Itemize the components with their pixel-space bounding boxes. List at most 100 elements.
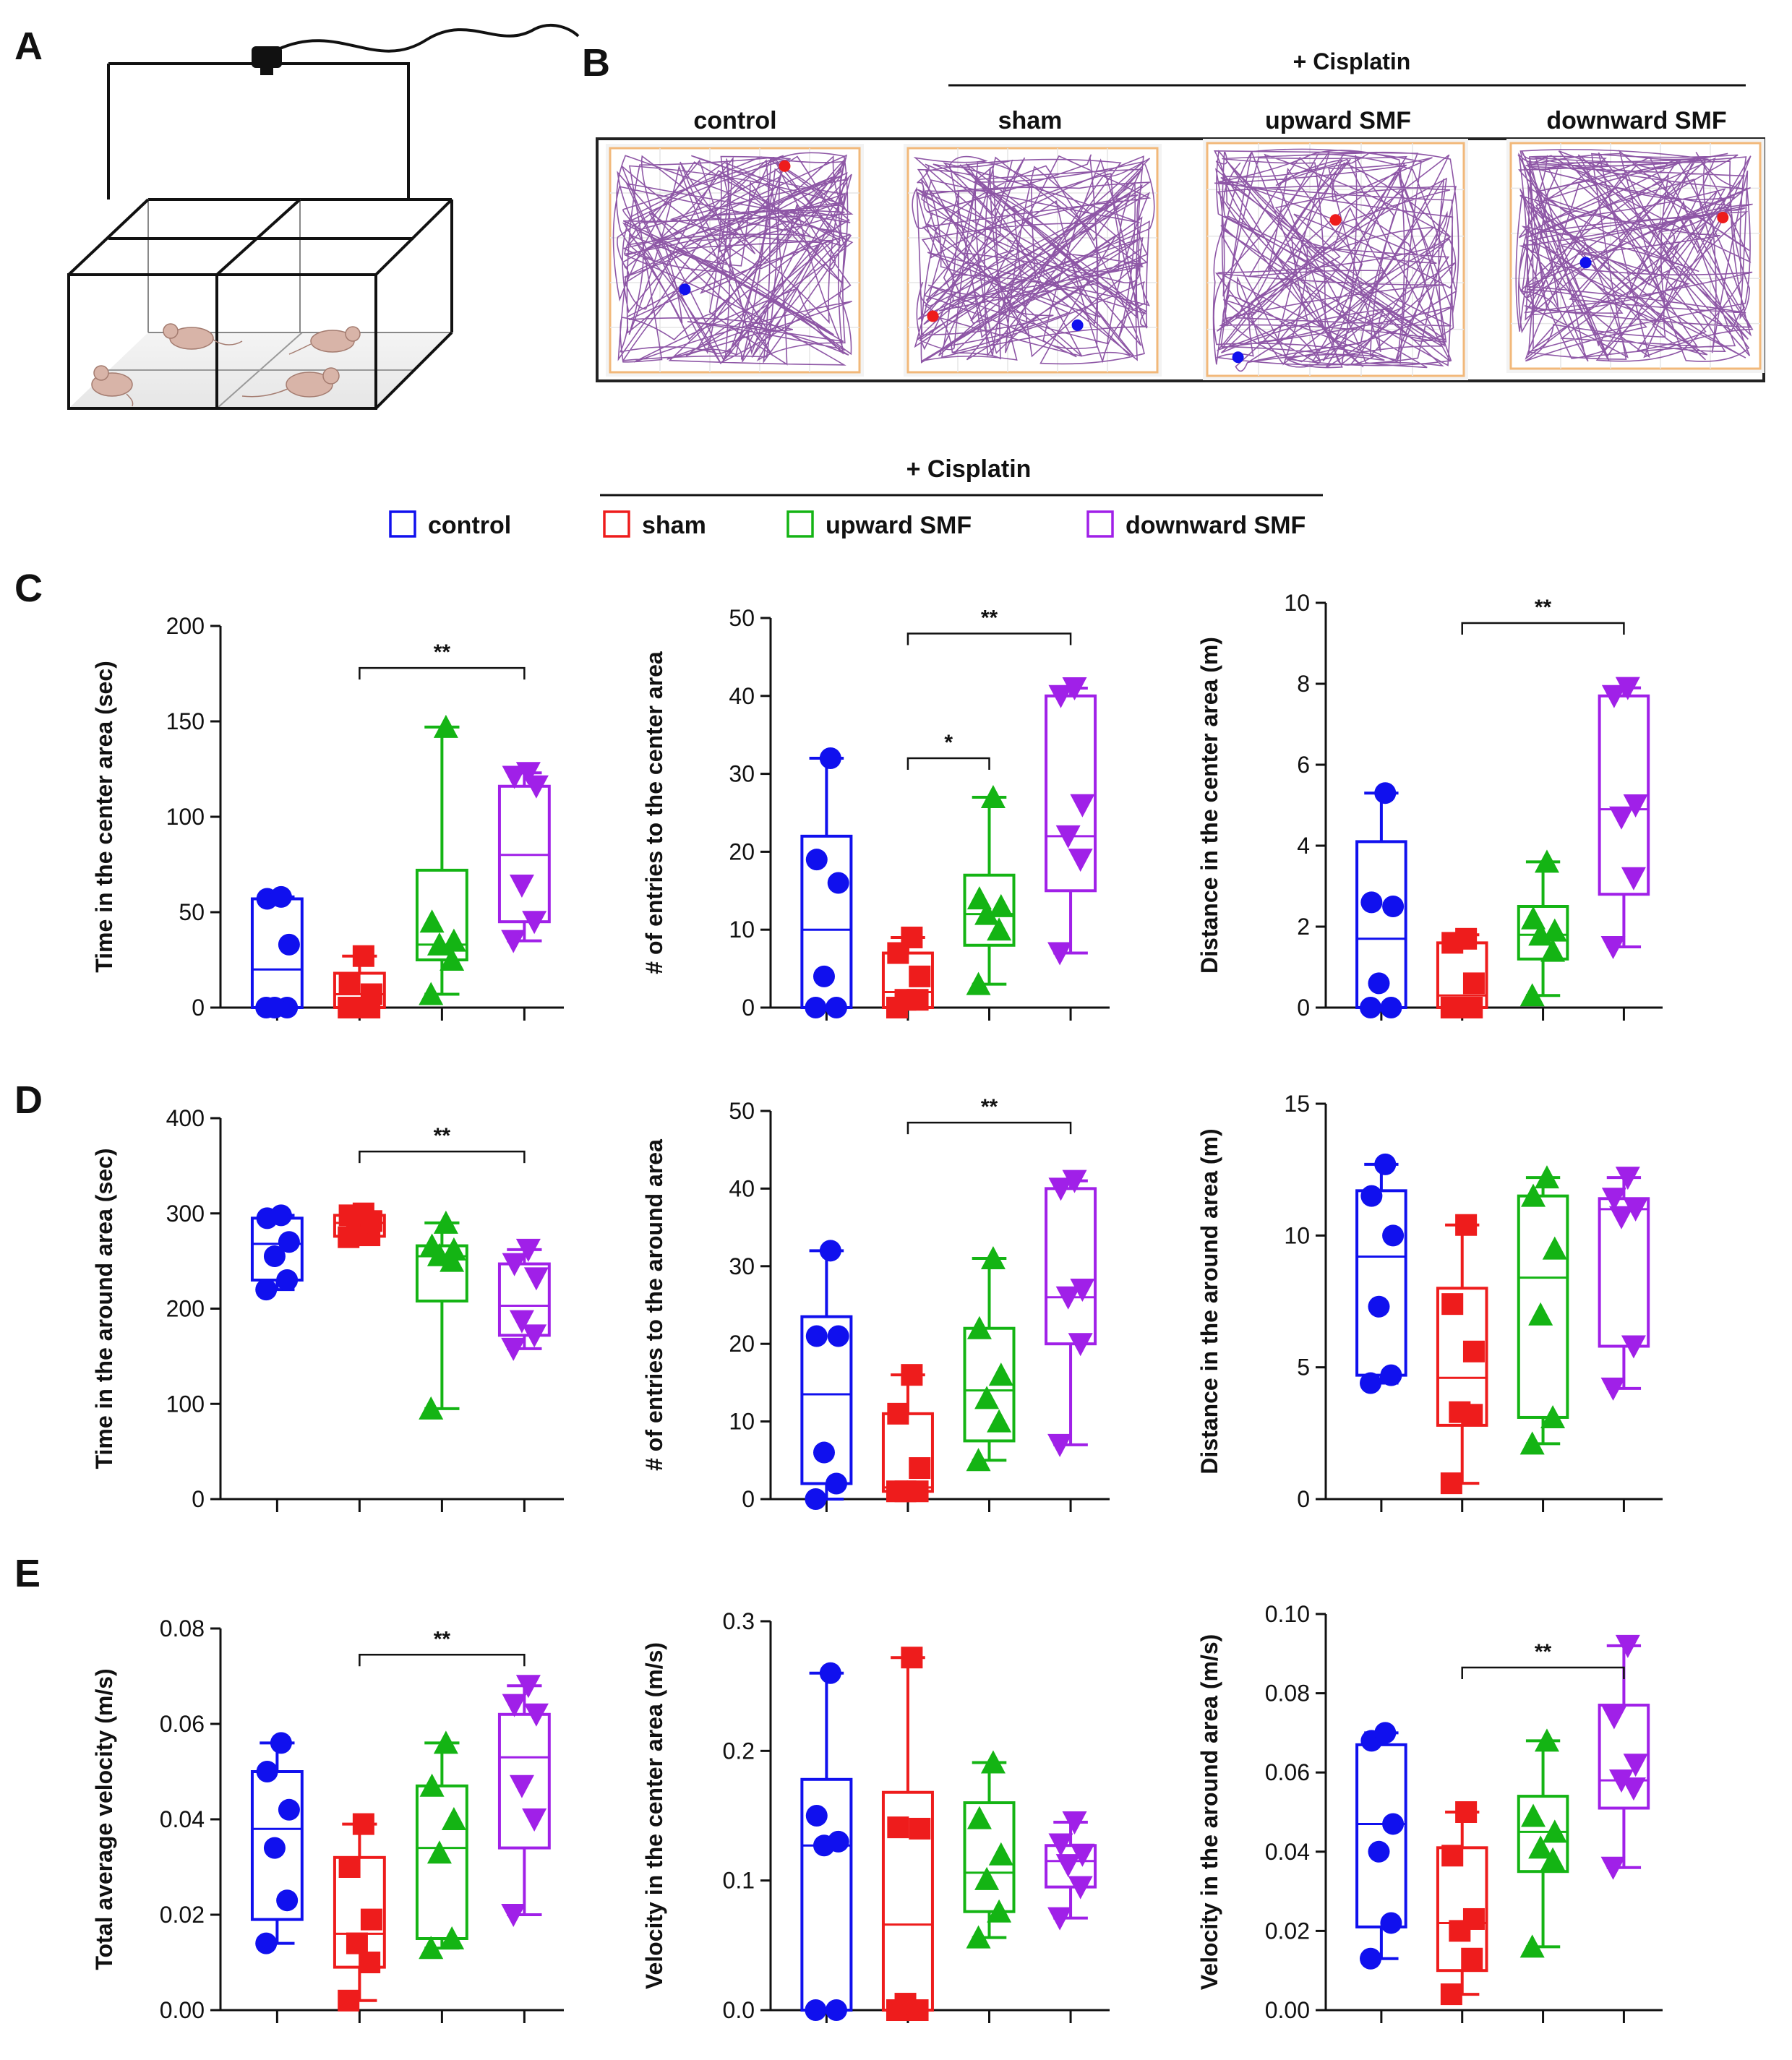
y-tick-label: 10 [729, 1409, 755, 1435]
data-point [1534, 1728, 1559, 1752]
box-iqr [415, 868, 468, 962]
data-point [1609, 1769, 1634, 1793]
box-upward [963, 1246, 1016, 1472]
data-point [522, 1808, 547, 1832]
y-tick-label: 2 [1297, 914, 1310, 940]
box-sham [1436, 1801, 1488, 2006]
data-point [1382, 1224, 1405, 1247]
data-point [909, 1817, 931, 1840]
y-tick-label: 0.04 [1265, 1839, 1310, 1865]
significance-bracket: ** [906, 1095, 1072, 1135]
data-point [360, 983, 382, 1005]
data-point [509, 1310, 534, 1334]
data-point [276, 1269, 299, 1291]
data-point [441, 928, 466, 952]
legend-item-control: control [389, 510, 511, 539]
y-axis-label: Time in the around area (sec) [91, 1149, 117, 1469]
y-tick-label: 40 [729, 683, 755, 709]
chart-distance-center: 0 2 4 6 8 10 Distance in the center area (m) ** [1196, 590, 1663, 1021]
movement-track [1212, 148, 1459, 372]
y-tick-label: 0 [1297, 995, 1310, 1021]
y-tick-label: 0.1 [723, 1868, 755, 1894]
y-tick-label: 150 [166, 708, 205, 734]
data-point [419, 1396, 444, 1420]
data-point [255, 1279, 278, 1301]
mouse-icon [91, 365, 134, 407]
y-tick-label: 10 [1284, 590, 1310, 616]
box-iqr [415, 1244, 468, 1302]
box-iqr [1355, 1743, 1407, 1928]
cisplatin-header-b: + Cisplatin [1293, 48, 1411, 74]
box-sham [881, 926, 934, 1018]
bracket-line [906, 757, 990, 771]
data-point [1368, 1295, 1390, 1318]
data-point [1380, 997, 1402, 1018]
chart-total-velocity: 0.00 0.02 0.04 0.06 0.08 Total average veloci… [91, 1615, 564, 2023]
data-point [1380, 1364, 1402, 1386]
data-point [1048, 1833, 1073, 1857]
data-point [502, 1694, 527, 1717]
data-point [522, 1324, 547, 1348]
y-tick-label: 50 [179, 899, 205, 925]
data-point [1521, 1803, 1546, 1827]
data-point [263, 1245, 286, 1268]
data-point [1462, 1340, 1485, 1362]
y-tick-label: 20 [729, 838, 755, 864]
data-point [346, 1932, 368, 1954]
data-point [1621, 867, 1646, 890]
y-tick-label: 0.06 [1265, 1759, 1310, 1785]
data-point [825, 1999, 847, 2021]
box-iqr [963, 873, 1016, 947]
y-tick-label: 0 [742, 995, 755, 1021]
data-point [509, 875, 534, 898]
box-iqr [1517, 1194, 1569, 1419]
cage-front [67, 273, 377, 410]
data-point [1534, 1165, 1559, 1189]
legend-swatch-downward [1086, 510, 1114, 538]
y-tick-label: 10 [1284, 1222, 1310, 1248]
legend-swatch-control [389, 510, 416, 538]
y-tick-label: 100 [166, 804, 205, 830]
box-upward [415, 1730, 468, 1960]
data-point [1068, 1876, 1093, 1900]
data-point [1462, 972, 1485, 995]
box-downward [1045, 677, 1097, 966]
data-point [1528, 1835, 1553, 1859]
data-point [1623, 1754, 1648, 1777]
camera-lens [260, 66, 273, 75]
start-point-marker [679, 283, 691, 296]
data-point [502, 765, 527, 789]
data-point [1070, 794, 1095, 817]
arena-label-sham: sham [998, 107, 1063, 134]
data-point [1621, 1777, 1646, 1801]
data-point [966, 1925, 991, 1949]
data-point [901, 926, 923, 948]
data-point [966, 1448, 991, 1472]
box-control [1355, 1153, 1407, 1394]
panel-label-a: A [14, 25, 43, 68]
data-point [988, 1362, 1013, 1386]
box-downward [1045, 1811, 1097, 1931]
data-point [502, 1253, 527, 1276]
data-point [1055, 825, 1081, 849]
bracket-line [359, 666, 526, 680]
data-point [819, 1240, 841, 1262]
cage-illustration [67, 24, 580, 410]
bracket-line [1461, 1666, 1625, 1679]
data-point [359, 1952, 381, 1973]
data-point [419, 1773, 445, 1797]
data-point [1615, 677, 1640, 700]
significance-label: ** [434, 1627, 451, 1651]
y-tick-label: 0.08 [1265, 1681, 1310, 1707]
data-point [433, 714, 458, 738]
mouse-icon [241, 367, 340, 398]
panel-label-b: B [582, 41, 610, 85]
data-point [1540, 1847, 1566, 1871]
arena-label-control: control [693, 107, 776, 134]
legend-label-sham: sham [642, 512, 706, 539]
data-point [1382, 1813, 1405, 1835]
y-tick-label: 0 [1297, 1486, 1310, 1512]
end-point-marker [779, 160, 791, 172]
y-tick-label: 0.00 [160, 1997, 205, 2023]
data-point [1062, 1170, 1087, 1193]
